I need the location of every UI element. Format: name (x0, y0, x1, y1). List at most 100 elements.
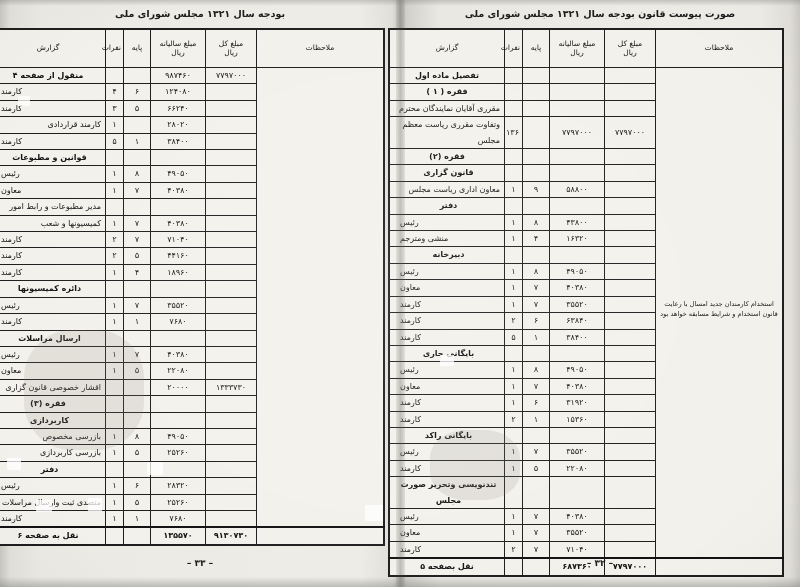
cell-grade: ۵ (123, 444, 151, 462)
page-left: بودجه سال ۱۳۲۱ مجلس شورای ملی ملاحظات مب… (0, 9, 385, 569)
table-row: تندنویسی وتحریر صورت مجلس (388, 476, 783, 509)
page-right-caption: صورت پیوست قانون بودجه سال ۱۳۲۱ مجلس شور… (464, 9, 736, 20)
cell-total (205, 493, 257, 511)
cell-grade (123, 329, 151, 347)
cell-persons: ۲ (105, 231, 124, 249)
col-header-persons: نفرات (501, 28, 523, 68)
cell-annual (150, 411, 206, 429)
cell-grade: ۵ (522, 459, 550, 478)
cell-total (604, 524, 656, 542)
cell-report: معاون (0, 181, 106, 200)
table-row: قانون گزاری (388, 164, 783, 182)
ledger-total-row: ۹۱۳۰۷۳۰ ۱۳۵۵۷۰ نقل به صفحه ۶ (0, 526, 385, 546)
cell-total (604, 230, 656, 248)
cell-persons (105, 378, 124, 397)
table-row: مدیر مطبوعات و رابط امور (0, 198, 384, 216)
cell-annual: ۲۸۰۲۰ (150, 116, 206, 134)
cell-persons (504, 246, 523, 264)
cell-grade (522, 197, 550, 215)
cell-total (205, 132, 257, 151)
cell-persons: ۱ (105, 296, 124, 315)
cell-persons: ۱ (504, 230, 523, 248)
cell-total (604, 164, 656, 182)
col-header-notes: ملاحظات (256, 28, 385, 68)
cell-annual: ۴۹۰۵۰ (150, 427, 206, 446)
cell-grade: ۷ (522, 524, 550, 542)
cell-report: دفتر (0, 460, 106, 479)
cell-annual: ۱۲۴۰۸۰ (150, 83, 206, 101)
cell-persons: ۱ (105, 116, 124, 134)
cell-persons: ۱ (504, 524, 523, 542)
col-header-report: گزارش (0, 28, 106, 68)
cell-grade: ۶ (123, 83, 151, 101)
table-row: دبیرخانه (388, 246, 783, 264)
cell-persons (105, 526, 124, 546)
table-row: بایگانی راکد (388, 426, 783, 445)
cell-grade: ۸ (123, 165, 151, 183)
cell-persons: ۱ (105, 263, 124, 282)
cell-total (604, 180, 656, 199)
cell-grade: ۸ (522, 361, 550, 379)
cell-annual: ۷۷۹۷۰۰۰ (549, 116, 605, 150)
cell-annual: ۱۸۹۶۰ (150, 263, 206, 282)
cell-annual: ۳۱۹۲۰ (549, 394, 605, 412)
cell-grade: ۷ (522, 540, 550, 559)
table-row: ۱۵۳۶۰ ۱ ۲ کارمند (388, 410, 783, 428)
cell-grade: ۸ (522, 262, 550, 281)
cell-grade: ۷ (123, 181, 151, 200)
cell-grade (522, 164, 550, 182)
cell-annual: ۴۰۳۸۰ (549, 279, 605, 297)
cell-grade (123, 149, 151, 167)
cell-annual: ۶۳۸۴۰ (549, 312, 605, 330)
table-row: فقره (۳) (0, 395, 384, 413)
cell-report: رئیس (388, 361, 505, 379)
page-left-number: – ۳۳ – (186, 559, 214, 569)
col-header-total: مبلغ کل ریال (604, 28, 656, 68)
cell-grade: ۱ (123, 313, 151, 331)
cell-grade: ۸ (522, 213, 550, 232)
cell-total (604, 410, 656, 428)
cell-grade: ۷ (522, 443, 550, 461)
cell-total (604, 99, 656, 118)
cell-annual: ۲۲۰۸۰ (549, 459, 605, 478)
cell-report: دائره کمیسیونها (0, 280, 106, 298)
cell-grade (123, 198, 151, 216)
cell-grade: ۷ (522, 507, 550, 526)
cell-annual: ۲۸۳۲۰ (150, 477, 206, 495)
cell-annual: ۴۰۳۸۰ (150, 214, 206, 233)
cell-total (604, 394, 656, 412)
cell-persons (105, 149, 124, 167)
col-header-annual-line1: مبلغ سالیانه (159, 39, 197, 48)
cell-report: کارمند (388, 459, 505, 478)
cell-report: فقره (۲) (388, 148, 505, 166)
cell-report: منقول از صفحه ۴ (0, 66, 106, 85)
cell-annual: ۴۹۰۵۰ (150, 165, 206, 183)
cell-persons: ۱ (105, 313, 124, 331)
cell-report: دبیرخانه (388, 246, 505, 264)
page-right: صورت پیوست قانون بودجه سال ۱۳۲۱ مجلس شور… (388, 0, 800, 587)
cell-persons (504, 66, 523, 85)
table-row: ۴۰۳۸۰ ۷ ۱ معاون (388, 279, 783, 297)
cell-report: کارمند (0, 83, 106, 101)
cell-persons: ۱ (105, 362, 124, 380)
cell-report: کمیسیونها و شعب (0, 214, 106, 233)
header-row: ملاحظات مبلغ کل ریال مبلغ سالیانه ریال پ… (388, 28, 784, 68)
cell-total (604, 459, 656, 478)
cell-report: کارمند (388, 328, 505, 346)
cell-annual (150, 395, 206, 413)
cell-annual (150, 149, 206, 167)
cell-total (205, 477, 257, 495)
cell-grade: ۵ (123, 247, 151, 265)
cell-total (604, 328, 656, 346)
cell-report: تفصیل ماده اول (388, 66, 505, 85)
table-row: ۲۲۰۸۰ ۵ ۱ کارمند (388, 459, 783, 478)
cell-annual: ۳۸۴۰۰ (150, 132, 206, 151)
cell-annual (549, 344, 605, 363)
cell-annual (150, 460, 206, 479)
cell-total (205, 181, 257, 200)
cell-total (604, 197, 656, 215)
cell-total (205, 329, 257, 347)
cell-persons (504, 557, 523, 577)
cell-total (604, 312, 656, 330)
table-row: ۱۶۳۲۰ ۴ ۱ منشی ومترجم (388, 230, 783, 248)
